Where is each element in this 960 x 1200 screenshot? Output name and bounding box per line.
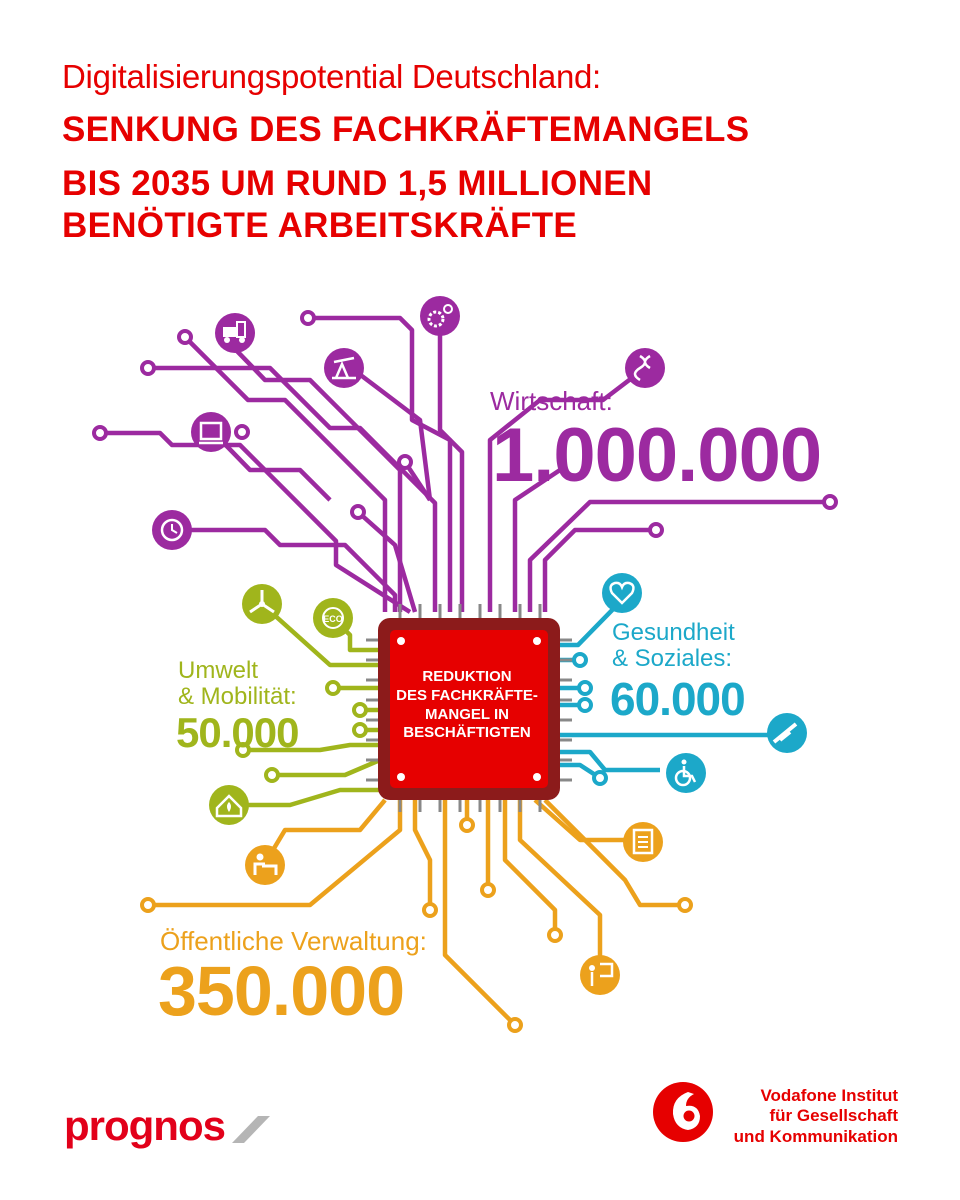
forklift-icon: [215, 313, 255, 353]
clipboard-icon: [623, 822, 663, 862]
prognos-logo: prognos: [64, 1102, 226, 1149]
gesundheit-value: 60.000: [610, 673, 746, 725]
org-line-2: für Gesellschaft: [769, 1106, 899, 1126]
chip-line-1: REDUKTION: [422, 668, 512, 685]
verwaltung-nodes: [140, 817, 693, 1033]
umwelt-nodes: [235, 680, 368, 783]
umwelt-label-line-2: & Mobilität:: [178, 683, 297, 710]
chip-line-4: BESCHÄFTIGTEN: [403, 724, 531, 742]
verwaltung-traces: [148, 798, 685, 1027]
headline-line-3: BENÖTIGTE ARBEITSKRÄFTE: [62, 206, 578, 245]
gesundheit-label-line-2: & Soziales:: [612, 645, 733, 672]
org-line-3: und Kommunikation: [733, 1126, 898, 1146]
chip-line-2: DES FACHKRÄFTE-: [396, 686, 538, 704]
teacher-icon: [580, 955, 620, 995]
oil-pump-icon: [324, 348, 364, 388]
wirtschaft-value: 1.000.000: [492, 413, 822, 498]
gesundheit-nodes: [572, 652, 608, 786]
umwelt-value: 50.000: [176, 709, 299, 756]
chip: [366, 604, 572, 812]
headline-line-2: BIS 2035 UM RUND 1,5 MILLIONEN: [62, 164, 653, 203]
chip-line-3: MANGEL IN: [425, 705, 509, 723]
wirtschaft-nodes: [92, 310, 838, 538]
package-icon: [191, 412, 231, 452]
prognos-swoosh-icon: [232, 1116, 270, 1143]
svg-text:ECO: ECO: [323, 614, 343, 624]
verwaltung-label: Öffentliche Verwaltung:: [160, 926, 427, 956]
house-leaf-icon: [209, 785, 249, 825]
wirtschaft-traces: [100, 315, 830, 614]
wheelchair-icon: [666, 753, 706, 793]
eco-icon: ECO: [313, 598, 353, 638]
gears-icon: [420, 296, 460, 336]
syringe-icon: [767, 713, 807, 753]
page-subtitle: Digitalisierungspotential Deutschland:: [62, 58, 601, 95]
vodafone-institut-name: Vodafone Institut für Gesellschaft und K…: [734, 1086, 898, 1147]
umwelt-label-line-1: Umwelt: [178, 657, 259, 684]
clock-gear-icon: [152, 510, 192, 550]
wirtschaft-label: Wirtschaft:: [490, 386, 613, 416]
org-line-1: Vodafone Institut: [760, 1086, 898, 1105]
verwaltung-value: 350.000: [158, 952, 405, 1030]
headline-line-1: SENKUNG DES FACHKRÄFTEMANGELS: [62, 110, 750, 149]
vodafone-logo-icon: [653, 1082, 713, 1142]
wind-turbine-icon: [242, 584, 282, 624]
chip-label: REDUKTION DES FACHKRÄFTE- MANGEL IN BESC…: [392, 668, 542, 743]
office-worker-icon: [245, 845, 285, 885]
heart-icon: [602, 573, 642, 613]
dna-hand-icon: [625, 348, 665, 388]
gesundheit-label-line-1: Gesundheit: [612, 619, 735, 646]
